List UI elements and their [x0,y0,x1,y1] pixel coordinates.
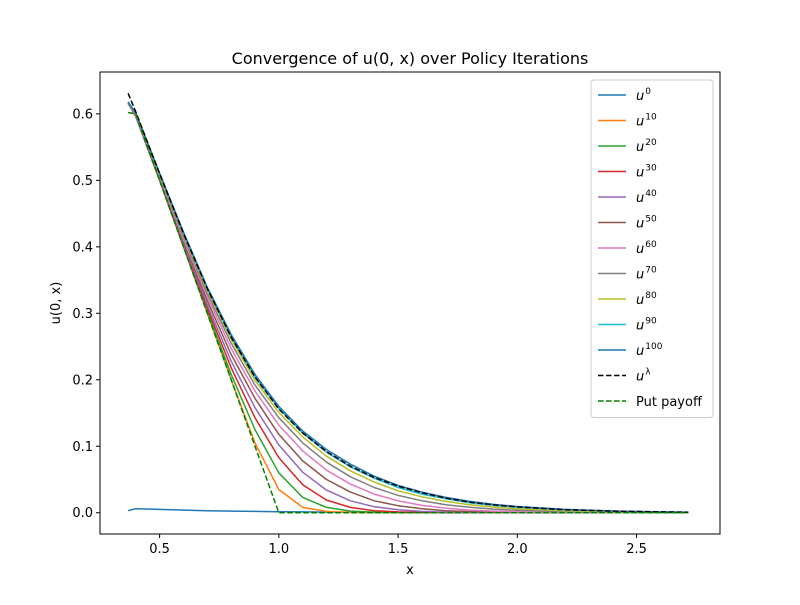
legend-label: u0 [636,87,651,104]
series-layer [127,93,689,514]
x-tick-label: 0.5 [149,542,170,557]
chart-title: Convergence of u(0, x) over Policy Itera… [232,49,589,68]
x-tick-label: 2.5 [626,542,647,557]
legend-label: u50 [636,215,657,232]
legend-box [590,79,714,418]
y-tick-label: 0.6 [72,107,93,122]
x-tick-label: 2.0 [507,542,528,557]
legend-label: u30 [636,164,657,181]
x-axis-label: x [406,563,414,578]
series-line-u60 [127,102,689,514]
legend-label: Put payoff [636,395,703,410]
y-tick-label: 0.5 [72,174,93,189]
legend-label: uλ [636,368,651,385]
x-axis: 0.5 1.0 1.5 2.0 2.5 [149,534,647,557]
legend-label: u60 [636,240,657,257]
series-line-u70 [127,102,689,514]
y-axis: 0.0 0.1 0.2 0.3 0.4 0.5 0.6 [72,107,100,521]
y-tick-label: 0.1 [72,440,93,455]
y-axis-label: u(0, x) [49,282,64,325]
series-line-u-lambda [127,93,689,513]
x-tick-label: 1.0 [269,542,290,557]
legend-label: u100 [636,342,663,359]
legend-label: u20 [636,138,657,155]
legend-label: u10 [636,113,657,130]
legend-label: u90 [636,317,657,334]
y-tick-label: 0.0 [72,506,93,521]
legend-label: u80 [636,291,657,308]
plot-frame [99,71,721,535]
legend-label: u40 [636,189,657,206]
y-tick-label: 0.3 [72,307,93,322]
series-line-put-payoff [127,111,689,514]
legend: u0 u10 u20 u30 u40 u50 u60 u70 u80 u90 u100 uλ Put p… [590,79,714,418]
legend-label: u70 [636,266,657,283]
y-tick-label: 0.2 [72,373,93,388]
x-tick-label: 1.5 [388,542,409,557]
y-tick-label: 0.4 [72,240,93,255]
